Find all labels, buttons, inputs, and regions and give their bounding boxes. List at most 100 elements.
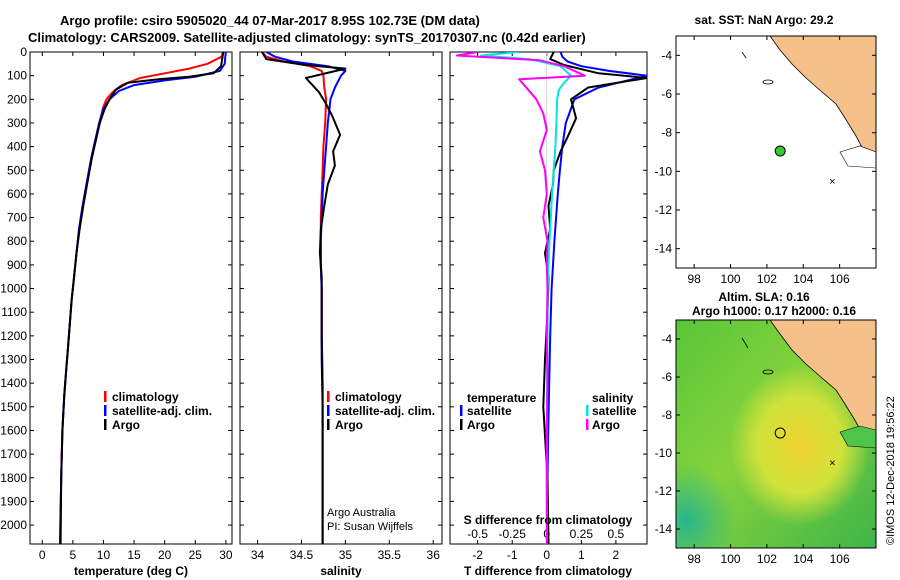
y-tick-label: 0 xyxy=(20,45,27,59)
salinity-series xyxy=(261,52,347,544)
s-tick-label: -0.5 xyxy=(467,527,488,541)
x-tick-label: 25 xyxy=(189,548,203,562)
y-tick-label: 1500 xyxy=(0,400,27,414)
y-tick-label: -10 xyxy=(655,164,673,178)
legend-swatch-argo xyxy=(104,419,107,430)
sla-map-title: Altim. SLA: 0.16 xyxy=(718,290,810,304)
y-tick-label: 1800 xyxy=(0,471,27,485)
sst-map-title: sat. SST: NaN Argo: 29.2 xyxy=(695,13,834,27)
legend-salinity-title: salinity xyxy=(592,391,634,405)
series-temperature-argo xyxy=(542,52,647,544)
y-tick-label: 900 xyxy=(7,258,27,272)
salinity-xlabel: salinity xyxy=(320,564,362,578)
x-tick-label: 0 xyxy=(39,548,46,562)
y-tick-label: -10 xyxy=(655,446,673,460)
legend-swatch-t-satellite xyxy=(460,405,463,416)
salinity-legend: climatology satellite-adj. clim. Argo Ar… xyxy=(327,390,435,533)
temperature-series xyxy=(59,52,227,544)
x-tick-label: 35 xyxy=(339,548,353,562)
x-tick-label: 1 xyxy=(578,548,585,562)
credit-line1: Argo Australia xyxy=(327,507,396,519)
x-tick-label: 0 xyxy=(543,548,550,562)
legend-s-satellite: satellite xyxy=(592,404,637,418)
series-salinity-satellite xyxy=(480,52,572,544)
x-tick-label: 30 xyxy=(219,548,233,562)
legend-swatch-t-argo xyxy=(460,419,463,430)
legend-s-argo: Argo xyxy=(592,418,620,432)
x-tick-label: 10 xyxy=(97,548,111,562)
legend-argo: Argo xyxy=(112,418,140,432)
legend-t-argo: Argo xyxy=(467,418,495,432)
x-tick-label: 104 xyxy=(793,272,813,286)
legend-swatch-satellite xyxy=(104,405,107,416)
series-satellite-adj-clim- xyxy=(265,52,347,544)
sumatra-land xyxy=(769,36,876,163)
x-tick-label: 106 xyxy=(830,272,850,286)
sumatra-land xyxy=(769,320,876,449)
y-tick-label: 200 xyxy=(7,92,27,106)
legend-climatology: climatology xyxy=(112,390,179,404)
difference-legend: temperature satellite Argo salinity sate… xyxy=(460,391,637,432)
y-tick-label: 500 xyxy=(7,163,27,177)
temperature-legend: climatology satellite-adj. clim. Argo xyxy=(104,390,212,432)
series-argo xyxy=(261,52,347,544)
y-tick-label: 1400 xyxy=(0,376,27,390)
temperature-axes: 0 5 10 15 20 25 300100200300400500600700800900… xyxy=(0,45,233,562)
salinity-axes: 34 34.5 35 35.5 36 xyxy=(240,51,442,562)
y-tick-label: 2000 xyxy=(0,518,27,532)
y-tick-label: -12 xyxy=(655,484,673,498)
series-salinity-argo xyxy=(455,52,586,544)
legend-t-satellite: satellite xyxy=(467,404,512,418)
y-tick-label: -8 xyxy=(661,126,672,140)
series-climatology xyxy=(261,52,328,544)
y-tick-label: 1100 xyxy=(1,305,27,319)
series-argo xyxy=(59,52,225,544)
sla-map-subtitle: Argo h1000: 0.17 h2000: 0.16 xyxy=(692,304,856,318)
x-tick-label: -1 xyxy=(507,548,518,562)
small-island xyxy=(741,337,749,349)
s-tick-label: 0.5 xyxy=(608,527,625,541)
x-tick-label: 104 xyxy=(793,552,813,566)
y-tick-label: -4 xyxy=(661,332,672,346)
x-tick-label: 15 xyxy=(127,548,141,562)
y-tick-label: 1700 xyxy=(0,447,27,461)
x-tick-label: -2 xyxy=(472,548,483,562)
sla-map-frame xyxy=(675,319,877,549)
x-tick-label: 98 xyxy=(688,552,702,566)
x-tick-label: 35.5 xyxy=(378,548,402,562)
x-tick-label: 34.5 xyxy=(290,548,314,562)
y-tick-label: -12 xyxy=(655,203,673,217)
sst-map-axes: 98 100 102 104 106 -4 -6 -8 -10 -12 -14 xyxy=(655,36,876,286)
sla-map-axes: 98 100 102 104 106 -4 -6 -8 -10 -12 -14 xyxy=(655,320,876,566)
y-tick-label: 100 xyxy=(7,69,27,83)
y-tick-label: -6 xyxy=(661,370,672,384)
legend-swatch-s-argo xyxy=(586,419,589,430)
y-tick-label: -14 xyxy=(655,242,673,256)
y-tick-label: -14 xyxy=(655,522,673,536)
y-tick-label: 400 xyxy=(7,140,27,154)
imos-watermark: ©IMOS 12-Dec-2018 19:56:22 xyxy=(885,396,897,545)
legend-swatch-s-satellite xyxy=(586,405,589,416)
x-tick-label: 100 xyxy=(721,272,741,286)
y-tick-label: -4 xyxy=(661,48,672,62)
y-tick-label: 300 xyxy=(7,116,27,130)
main-title-line1: Argo profile: csiro 5905020_44 07-Mar-20… xyxy=(60,13,480,28)
christmas-island-marker: × xyxy=(829,458,835,470)
temperature-panel xyxy=(29,51,233,545)
y-tick-label: 1600 xyxy=(0,423,27,437)
y-tick-label: 700 xyxy=(7,211,27,225)
x-tick-label: 20 xyxy=(158,548,172,562)
sla-map-content xyxy=(676,320,876,548)
y-tick-label: 1000 xyxy=(0,282,27,296)
argo-float-marker xyxy=(774,145,786,157)
small-island xyxy=(762,79,774,85)
main-title-line2: Climatology: CARS2009. Satellite-adjuste… xyxy=(28,30,586,45)
difference-xlabel: T difference from climatology xyxy=(464,564,632,578)
salinity-panel xyxy=(239,51,443,545)
x-tick-label: 36 xyxy=(427,548,441,562)
sunda-strait xyxy=(839,145,876,169)
difference-series xyxy=(455,52,647,544)
series-satellite-adj-clim- xyxy=(59,52,227,544)
argo-float-marker xyxy=(774,427,786,439)
